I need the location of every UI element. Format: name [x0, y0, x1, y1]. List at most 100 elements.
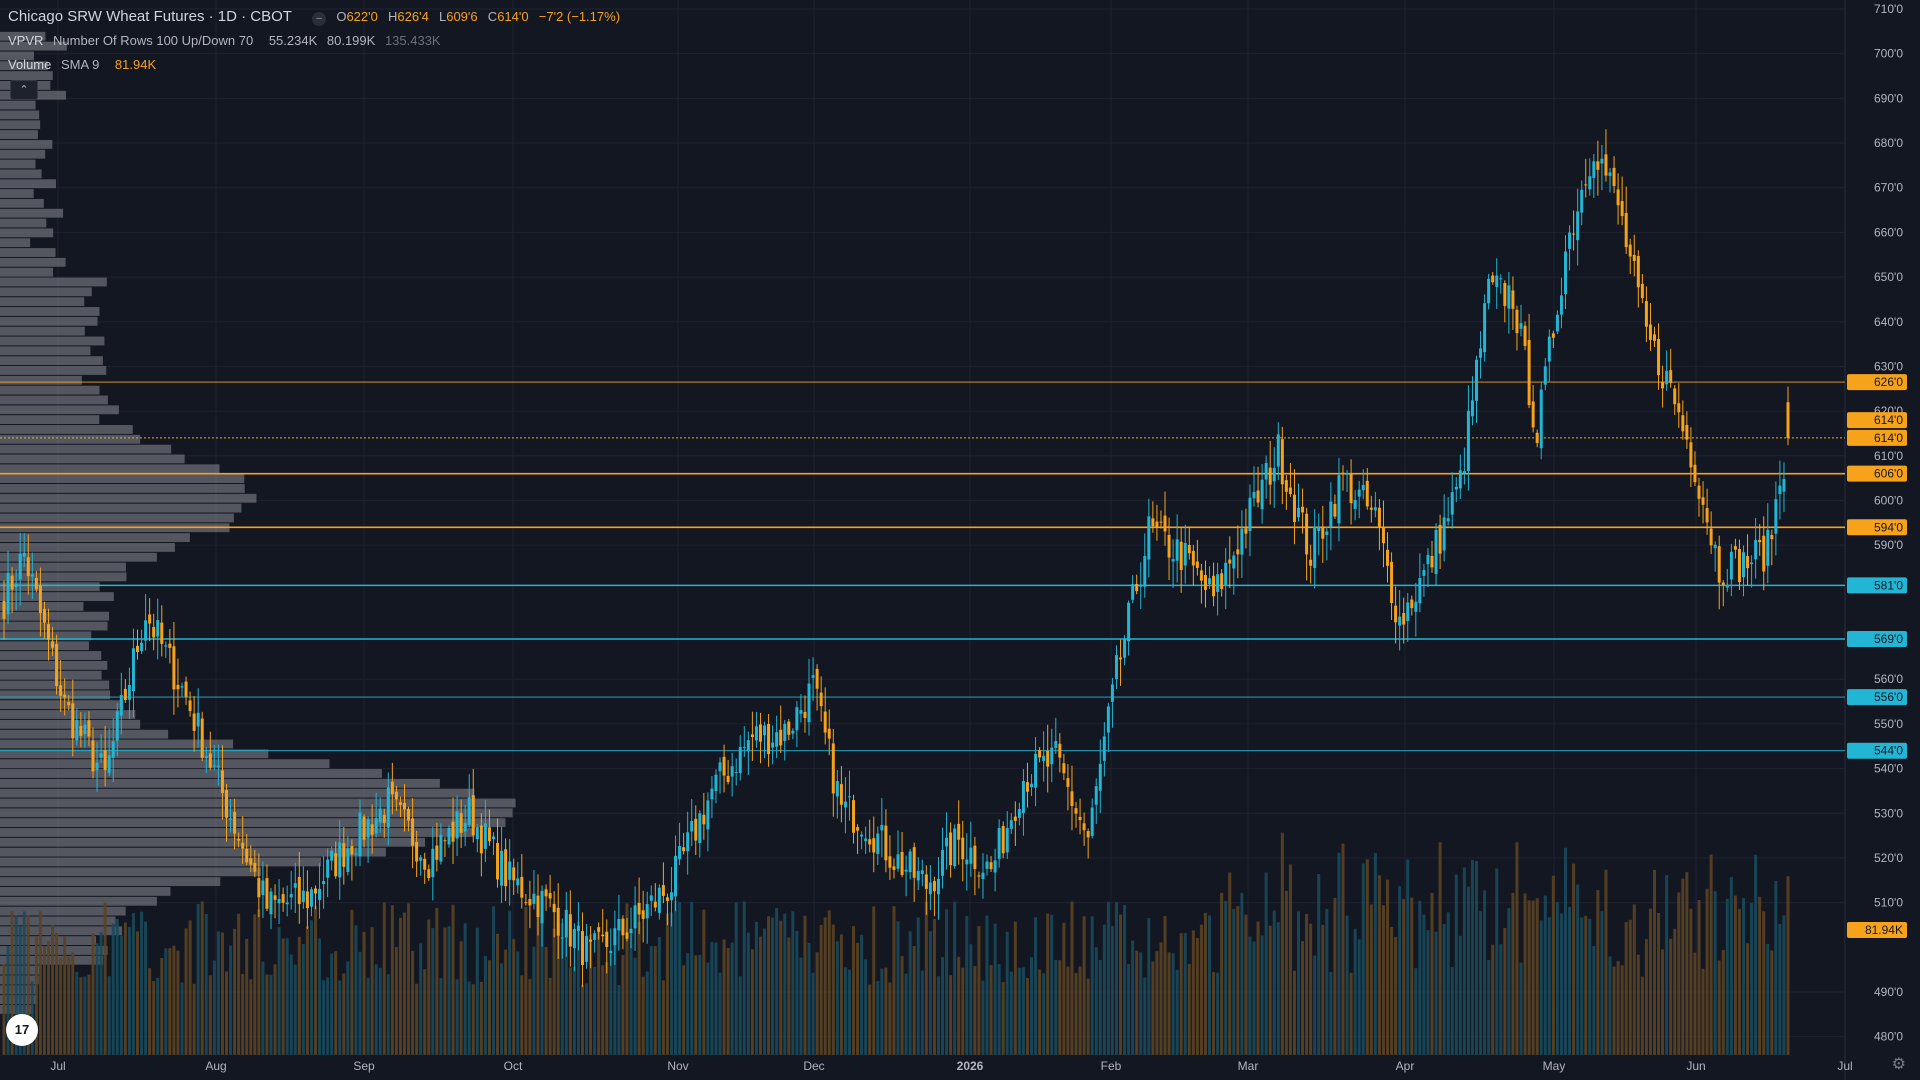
candle-body [957, 823, 961, 840]
candle-body [338, 842, 342, 878]
volume-bar [71, 951, 75, 1055]
volume-bar [1357, 939, 1361, 1055]
volume-bar [779, 920, 783, 1055]
volume-bar [742, 901, 746, 1055]
symbol-title[interactable]: Chicago SRW Wheat Futures · 1D · CBOT [8, 8, 292, 25]
volume-bar [1381, 905, 1385, 1055]
profile-row [0, 808, 513, 818]
volume-legend[interactable]: Volume SMA 9 81.94K [8, 57, 162, 72]
candle-body [1677, 403, 1681, 413]
profile-row [0, 316, 98, 326]
time-tick-label: Jul [50, 1059, 65, 1073]
tradingview-logo[interactable]: 17 [6, 1014, 38, 1046]
volume-bar [803, 915, 807, 1055]
volume-bar [1774, 881, 1778, 1055]
candle-body [977, 875, 981, 877]
volume-bar [965, 916, 969, 1055]
volume-bar [1495, 868, 1499, 1055]
volume-bar [1503, 927, 1507, 1055]
eye-icon[interactable]: – [312, 12, 327, 26]
volume-bar [297, 936, 301, 1055]
candle-body [847, 796, 851, 798]
volume-bar [811, 972, 815, 1055]
vpvr-name[interactable]: VPVR [8, 33, 44, 48]
candle-body [1750, 562, 1754, 565]
candle-body [1479, 348, 1483, 358]
gear-icon[interactable]: ⚙ [1891, 1056, 1906, 1073]
candle-body [148, 614, 152, 624]
volume-bar [1709, 854, 1713, 1055]
volume-bar [629, 934, 633, 1055]
candle-body [1199, 570, 1203, 581]
candle-body [309, 889, 313, 907]
volume-bar [1689, 908, 1693, 1055]
volume-bar [831, 924, 835, 1055]
volume-bar [1131, 940, 1135, 1055]
volume-bar [1106, 901, 1110, 1055]
volume-bar [787, 937, 791, 1055]
candle-body [945, 837, 949, 847]
volume-bar [730, 942, 734, 1055]
candle-body [1697, 485, 1701, 499]
volume-bar [79, 977, 83, 1055]
candlesticks [2, 129, 1790, 988]
collapse-legend-button[interactable]: ⌃ [10, 80, 38, 100]
volume-bar [694, 955, 698, 1055]
volume-bar [42, 945, 46, 1055]
candle-body [1195, 561, 1199, 568]
candle-body [180, 686, 184, 688]
volume-bar [1244, 914, 1248, 1055]
volume-bar [123, 922, 127, 1055]
symbol-legend[interactable]: Chicago SRW Wheat Futures · 1D · CBOT – … [8, 8, 626, 26]
volume-bar [285, 938, 289, 1055]
volume-bar [1733, 895, 1737, 1055]
price-tick-label: 520'0 [1874, 851, 1903, 865]
volume-bar [1127, 964, 1131, 1055]
candle-body [1758, 539, 1762, 543]
volume-bar [945, 909, 949, 1055]
candle-body [1442, 517, 1446, 551]
candle-body [431, 848, 435, 878]
candle-body [1272, 468, 1276, 482]
volume-bar [856, 942, 860, 1055]
volume-bar [1025, 978, 1029, 1055]
volume-bar [1203, 912, 1207, 1055]
vpvr-legend[interactable]: VPVR Number Of Rows 100 Up/Down 70 55.23… [8, 33, 447, 48]
candle-body [265, 878, 269, 909]
volume-bar [1074, 973, 1078, 1055]
candle-body [22, 552, 26, 557]
candle-body [637, 902, 641, 915]
volume-bar [127, 927, 131, 1055]
candle-body [1519, 323, 1523, 329]
volume-bar [443, 927, 447, 1055]
candle-body [176, 684, 180, 690]
volume-bar [1539, 920, 1543, 1055]
volume-bar [224, 971, 228, 1055]
profile-row [0, 149, 46, 159]
volume-bar [1766, 943, 1770, 1055]
candle-body [2, 601, 6, 619]
volume-bar [176, 950, 180, 1055]
candle-body [754, 726, 758, 741]
candle-body [459, 813, 463, 833]
volume-name[interactable]: Volume [8, 57, 52, 72]
profile-row [0, 130, 38, 139]
volume-bar [1159, 942, 1163, 1055]
volume-bar [427, 919, 431, 1055]
profile-row [0, 474, 245, 484]
candle-body [1414, 601, 1418, 612]
candle-body [1357, 489, 1361, 497]
volume-bar [362, 932, 366, 1055]
candle-body [795, 707, 799, 731]
candle-body [783, 723, 787, 742]
candle-body [544, 889, 548, 897]
volume-bar [1013, 921, 1017, 1055]
volume-bar [1410, 897, 1414, 1055]
candle-body [1062, 763, 1066, 774]
candle-body [860, 834, 864, 837]
candle-body [1224, 562, 1228, 585]
candle-body [1770, 534, 1774, 540]
candle-body [872, 838, 876, 853]
level-price-badge-text: 626'0 [1874, 375, 1903, 389]
